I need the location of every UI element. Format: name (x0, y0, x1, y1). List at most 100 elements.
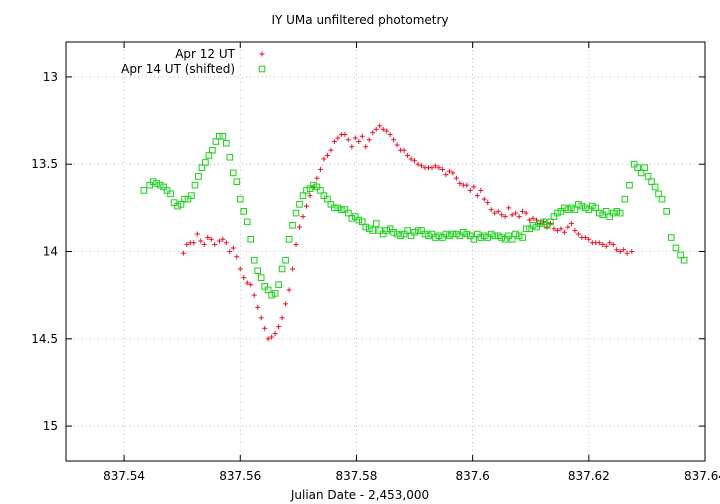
data-point-apr14 (257, 274, 265, 281)
data-point-apr14 (630, 160, 638, 168)
data-point-apr12 (303, 203, 309, 209)
data-point-apr12 (443, 172, 449, 178)
data-point-apr14 (460, 228, 467, 236)
data-point-apr12 (290, 266, 296, 272)
data-point-apr12 (251, 292, 257, 298)
legend: Apr 12 UT Apr 14 UT (shifted) (121, 47, 266, 76)
data-point-apr12 (492, 210, 498, 216)
data-point-apr14 (616, 209, 624, 217)
data-point-apr12 (297, 224, 303, 230)
data-point-apr14 (383, 227, 390, 234)
y-tick-label: 14 (43, 245, 58, 259)
data-point-apr14 (247, 235, 255, 243)
data-point-apr12 (617, 249, 623, 254)
data-point-apr12 (607, 240, 613, 246)
data-point-apr14 (491, 232, 499, 240)
data-point-apr12 (359, 133, 365, 139)
y-tick-label: 14.5 (31, 332, 58, 346)
data-point-apr12 (530, 215, 536, 221)
data-point-apr12 (621, 247, 627, 253)
data-point-apr12 (439, 166, 445, 172)
data-point-apr12 (237, 266, 243, 272)
data-point-apr14 (236, 195, 244, 203)
x-tick-label: 837.56 (219, 469, 261, 483)
data-point-apr12 (551, 226, 557, 232)
data-point-apr14 (202, 159, 209, 166)
data-point-apr14 (651, 183, 659, 191)
data-point-apr14 (372, 220, 380, 227)
data-point-apr14 (362, 223, 370, 231)
data-point-apr14 (407, 232, 415, 240)
data-point-apr14 (428, 230, 436, 238)
data-point-apr12 (554, 228, 560, 234)
data-point-apr12 (547, 221, 553, 227)
data-point-apr12 (541, 219, 547, 225)
data-point-apr14 (571, 206, 579, 213)
data-point-apr12 (401, 147, 407, 153)
data-point-apr14 (195, 173, 202, 180)
data-point-apr12 (342, 132, 348, 138)
data-point-apr14 (439, 234, 446, 241)
data-point-apr12 (258, 315, 264, 321)
data-point-apr14 (613, 208, 621, 215)
data-point-apr14 (641, 164, 648, 171)
data-point-apr14 (519, 234, 526, 241)
data-point-apr12 (429, 165, 435, 171)
data-point-apr14 (240, 208, 248, 215)
data-point-apr12 (349, 144, 355, 150)
data-point-apr14 (575, 201, 582, 208)
data-point-apr14 (191, 181, 199, 189)
data-point-apr12 (272, 331, 278, 337)
data-point-apr14 (170, 199, 178, 206)
data-point-apr12 (596, 240, 602, 246)
data-point-apr14 (446, 232, 453, 240)
data-point-apr12 (265, 336, 271, 342)
data-point-apr12 (502, 214, 508, 220)
data-point-apr14 (324, 195, 331, 203)
data-point-apr12 (624, 250, 630, 256)
data-point-apr14 (487, 230, 495, 238)
legend-plus-marker (259, 51, 265, 57)
data-point-apr14 (163, 187, 171, 194)
data-point-apr14 (435, 232, 443, 240)
data-point-apr14 (184, 195, 192, 203)
x-axis-label: Julian Date - 2,453,000 (290, 488, 429, 502)
data-point-apr14 (634, 164, 641, 171)
data-point-apr14 (313, 183, 321, 191)
data-point-apr14 (299, 192, 307, 199)
data-point-apr14 (602, 208, 610, 215)
data-point-apr14 (181, 195, 188, 203)
data-point-apr14 (585, 206, 593, 213)
legend-label-apr12: Apr 12 UT (175, 47, 235, 61)
data-point-apr14 (547, 218, 554, 226)
data-point-apr12 (534, 217, 540, 223)
data-point-apr12 (310, 184, 316, 190)
data-point-apr12 (227, 249, 233, 254)
data-point-apr14 (205, 152, 213, 159)
data-point-apr12 (191, 240, 197, 246)
data-point-apr14 (480, 232, 488, 240)
data-point-apr14 (540, 218, 547, 226)
data-point-apr12 (603, 243, 609, 249)
data-point-apr12 (208, 236, 214, 242)
data-point-apr14 (550, 213, 558, 220)
data-point-apr14 (292, 209, 300, 217)
data-point-apr14 (648, 178, 655, 185)
data-point-apr14 (582, 204, 589, 212)
axis-ticks: 837.54 837.56 837.58 837.6 837.62 837.64 13 13.… (31, 42, 720, 483)
data-point-apr12 (600, 242, 606, 248)
data-point-apr14 (156, 181, 164, 189)
data-point-apr12 (324, 152, 330, 158)
data-point-apr12 (565, 224, 571, 230)
data-point-apr14 (449, 230, 457, 238)
data-point-apr14 (379, 230, 387, 238)
data-point-apr14 (526, 225, 533, 233)
data-point-apr12 (223, 240, 229, 246)
data-point-apr14 (658, 195, 666, 203)
data-point-apr12 (234, 254, 240, 260)
data-point-apr14 (512, 230, 519, 238)
y-tick-label: 13.5 (31, 157, 58, 171)
data-point-apr14 (264, 286, 272, 294)
data-point-apr12 (432, 163, 438, 169)
data-point-apr12 (513, 210, 519, 216)
